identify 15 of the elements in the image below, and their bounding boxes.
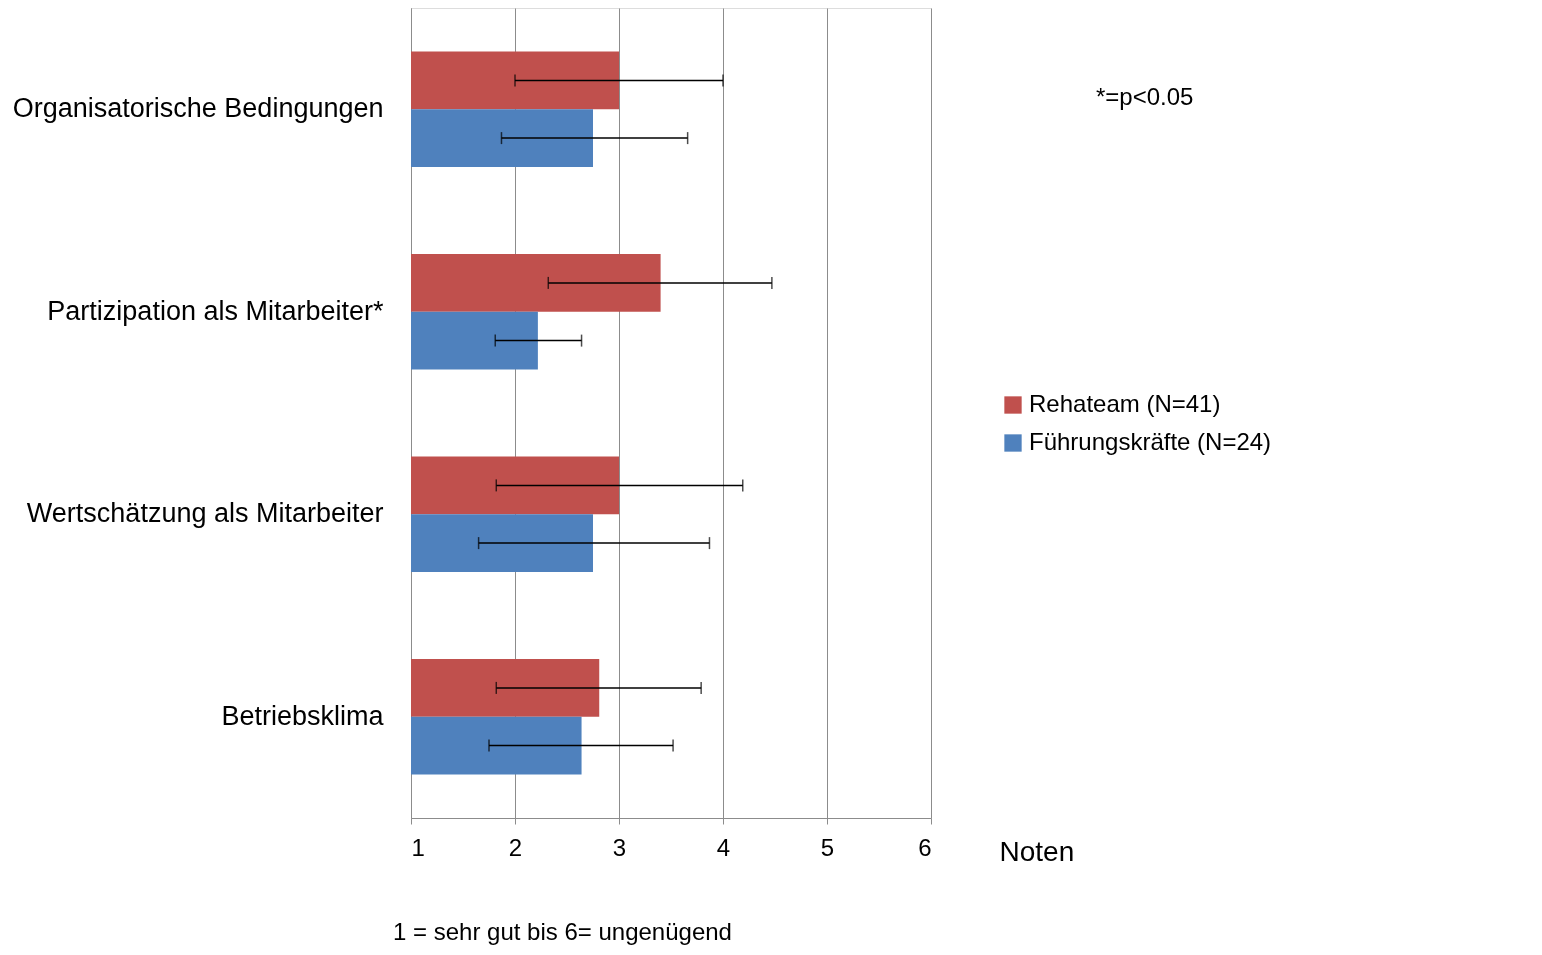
y-tick-label: Wertschätzung als Mitarbeiter — [26, 498, 384, 529]
y-tick-label: Betriebsklima — [221, 700, 385, 731]
x-tick-label: 3 — [612, 833, 627, 861]
text: *=p<0.05 — [1096, 83, 1194, 110]
x-tick-label: 4 — [716, 833, 731, 861]
y-tick-label: Partizipation als Mitarbeiter* — [47, 295, 384, 326]
legend-label: Führungskräfte (N=24) — [1029, 428, 1272, 455]
y-tick-label: Organisatorische Bedingungen — [12, 93, 384, 124]
legend-label: Rehateam (N=41) — [1029, 390, 1221, 417]
text: 1 = sehr gut bis 6= ungenügend — [393, 918, 732, 945]
x-tick-label: 6 — [918, 833, 932, 861]
x-tick-label: 5 — [820, 833, 835, 861]
x-tick-label: 2 — [508, 833, 523, 861]
x-axis-title: Noten — [999, 835, 1075, 867]
x-tick-label: 1 — [411, 833, 425, 861]
